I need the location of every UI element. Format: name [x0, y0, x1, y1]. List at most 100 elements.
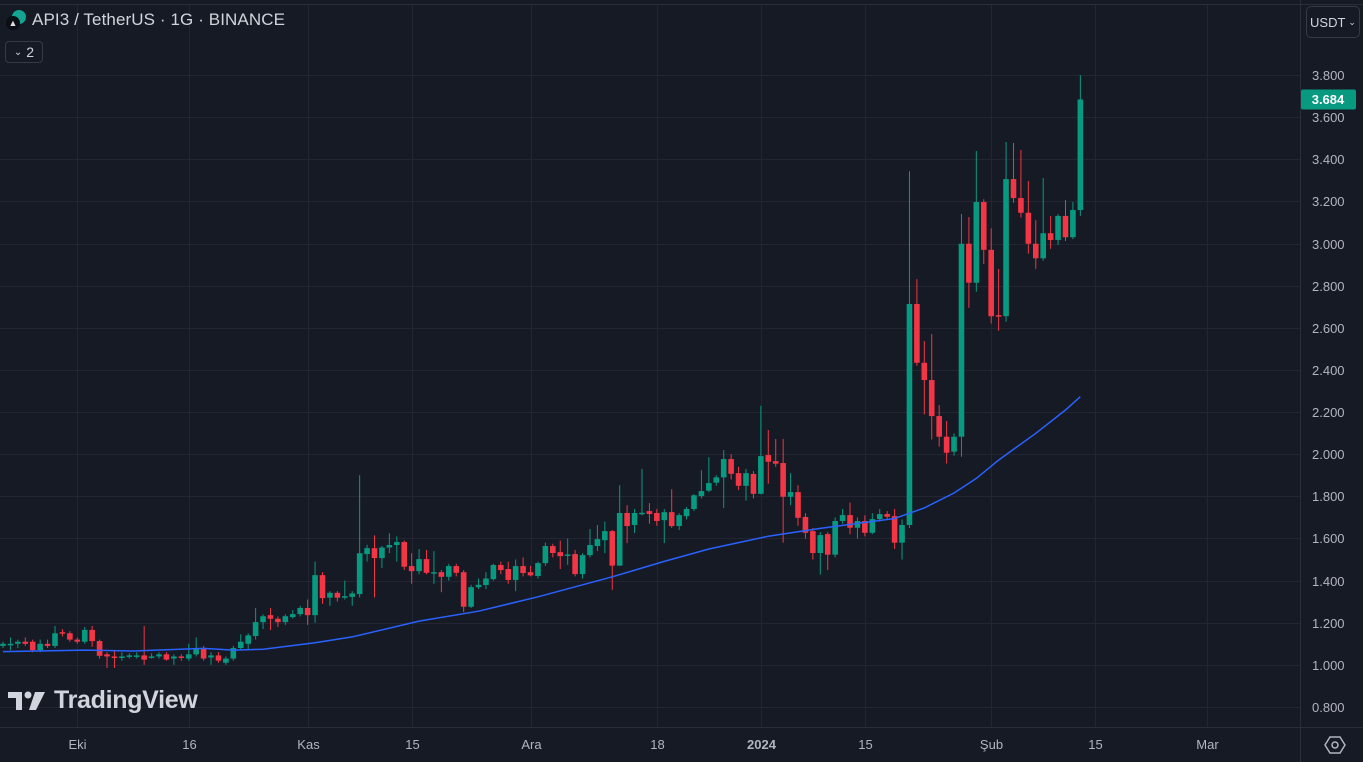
- candle-body: [758, 456, 764, 494]
- time-axis[interactable]: Eki 16 Kas 15 Ara 18 2024 15 Şub 15 Mar: [68, 737, 1219, 752]
- candle-body: [341, 596, 348, 598]
- candle-body: [854, 520, 861, 528]
- candle-body: [527, 572, 534, 576]
- candle-body: [624, 512, 630, 527]
- candle-body: [802, 516, 809, 533]
- currency-selector[interactable]: USDT ⌄: [1306, 6, 1360, 38]
- candle-up: [854, 517, 861, 539]
- candle-body: [156, 654, 162, 657]
- gear-icon[interactable]: [1324, 734, 1346, 756]
- candle-body: [765, 455, 772, 462]
- candle-body: [230, 648, 237, 659]
- candle-up: [431, 551, 437, 584]
- candle-down: [1047, 215, 1054, 249]
- candle-body: [683, 508, 690, 517]
- candle-body: [408, 566, 415, 572]
- candle-down: [914, 279, 920, 366]
- y-tick-label: 1.800: [1312, 489, 1345, 504]
- candle-body: [89, 629, 95, 642]
- candle-up: [973, 151, 980, 292]
- candle-down: [453, 563, 460, 577]
- candle-body: [446, 566, 452, 577]
- candle-body: [750, 474, 757, 494]
- candle-body: [795, 492, 801, 518]
- candle-down: [96, 639, 103, 659]
- candle-body: [401, 542, 408, 567]
- tradingview-watermark[interactable]: TradingView: [8, 686, 198, 715]
- y-tick-label: 3.600: [1312, 110, 1345, 125]
- candle-body: [312, 575, 318, 616]
- candle-body: [512, 566, 519, 580]
- candle-down: [795, 485, 801, 526]
- candle-body: [327, 592, 333, 598]
- candle-up: [1077, 75, 1084, 216]
- candle-down: [408, 553, 415, 584]
- candle-up: [706, 457, 712, 493]
- candle-body: [1070, 210, 1076, 238]
- symbol-title[interactable]: API3 / TetherUS · 1G · BINANCE: [32, 10, 286, 29]
- symbol-header[interactable]: ▲ API3 / TetherUS · 1G · BINANCE: [6, 10, 285, 30]
- candle-down: [141, 625, 147, 665]
- candle-up: [289, 610, 296, 619]
- candle-down: [371, 535, 378, 598]
- candle-down: [111, 650, 118, 669]
- candle-up: [356, 475, 363, 598]
- candle-body: [520, 566, 526, 574]
- last-price-value: 3.684: [1312, 92, 1345, 107]
- candle-up: [661, 508, 668, 544]
- candle-up: [393, 536, 400, 562]
- candle-body: [67, 633, 73, 640]
- candle-up: [119, 652, 125, 661]
- candle-up: [542, 542, 549, 566]
- y-tick-label: 2.000: [1312, 447, 1345, 462]
- candle-body: [810, 531, 816, 554]
- candle-body: [1003, 179, 1009, 317]
- candle-body: [594, 539, 601, 547]
- candle-body: [185, 654, 192, 659]
- x-tick-label: Ara: [521, 737, 542, 752]
- y-tick-label: 2.400: [1312, 363, 1345, 378]
- x-tick-label: Mar: [1196, 737, 1219, 752]
- y-tick-label: 3.200: [1312, 194, 1345, 209]
- candle-up: [37, 639, 43, 653]
- candle-body: [200, 648, 207, 659]
- candle-up: [839, 508, 846, 524]
- candle-up: [446, 563, 452, 581]
- api3-logo-icon: ▲: [6, 10, 26, 30]
- candle-up: [341, 580, 348, 600]
- candle-up: [579, 553, 586, 579]
- candle-up: [832, 517, 838, 558]
- candle-up: [587, 528, 593, 558]
- candle-body: [616, 512, 623, 566]
- candle-down: [980, 199, 987, 264]
- candle-up: [698, 470, 705, 499]
- candle-up: [602, 521, 608, 554]
- candle-up: [208, 652, 214, 665]
- candle-down: [423, 550, 430, 575]
- candle-down: [1025, 180, 1032, 254]
- price-axis[interactable]: 0.800 1.000 1.200 1.400 1.600 1.800 2.000 2.200…: [1312, 68, 1345, 715]
- candle-body: [141, 655, 147, 660]
- candle-body: [876, 514, 883, 520]
- candle-down: [624, 505, 630, 544]
- candle-body: [208, 655, 214, 658]
- candle-body: [349, 593, 356, 597]
- candle-down: [29, 639, 36, 653]
- candle-body: [356, 553, 363, 595]
- candle-body: [215, 655, 222, 661]
- candle-body: [1055, 215, 1061, 240]
- candle-up: [787, 473, 794, 506]
- candle-up: [327, 591, 333, 606]
- candle-up: [245, 633, 251, 651]
- candle-down: [550, 543, 556, 558]
- candle-body: [1010, 179, 1017, 199]
- candle-body: [163, 654, 170, 660]
- candle-body: [96, 641, 103, 656]
- candle-up: [386, 533, 393, 554]
- candle-up: [817, 532, 824, 575]
- candle-body: [720, 459, 727, 478]
- candle-body: [37, 643, 43, 651]
- candle-body: [1077, 99, 1084, 211]
- indicators-collapse-button[interactable]: ⌄ 2: [5, 41, 43, 63]
